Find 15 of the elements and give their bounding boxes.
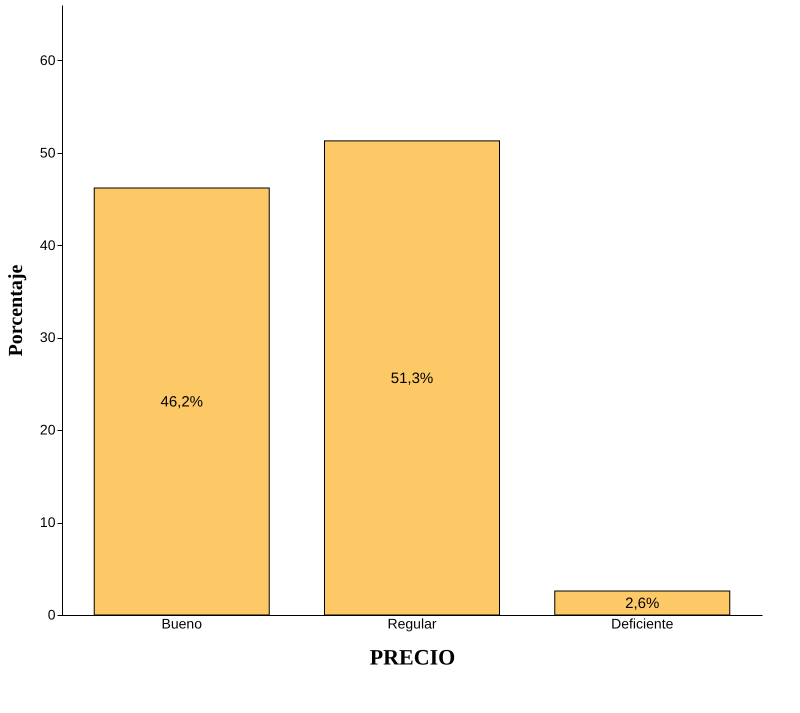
y-tick-label: 50	[40, 144, 56, 160]
y-tick-label: 40	[40, 236, 56, 253]
x-tick-label: Regular	[387, 616, 437, 632]
x-axis-title: PRECIO	[370, 644, 456, 670]
data-label: 51,3%	[390, 370, 434, 387]
data-label: 2,6%	[625, 594, 660, 612]
y-tick-label: 60	[40, 52, 56, 68]
y-tick-label: 30	[40, 329, 56, 346]
y-axis-title: Porcentaje	[4, 264, 27, 356]
data-label: 46,2%	[160, 394, 204, 410]
y-tick-label: 10	[40, 514, 56, 530]
y-tick-label: 0	[48, 606, 56, 622]
y-tick-label: 20	[40, 422, 56, 438]
x-tick-label: Deficiente	[611, 616, 674, 632]
x-tick-label: Bueno	[161, 616, 202, 632]
